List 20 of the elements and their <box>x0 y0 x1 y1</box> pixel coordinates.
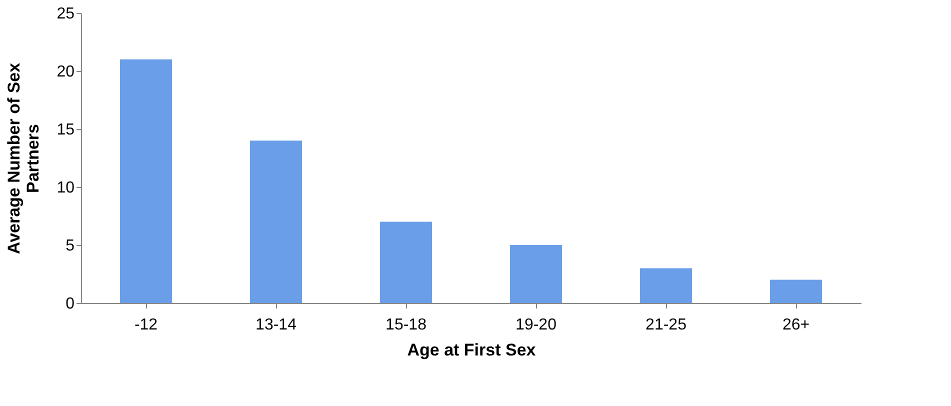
bar <box>640 268 692 303</box>
y-tick-label: 15 <box>56 122 75 138</box>
x-axis-title: Age at First Sex <box>407 340 536 360</box>
y-tick-label: 0 <box>66 296 75 312</box>
x-tick-label: 13-14 <box>256 316 297 334</box>
x-tick-label: -12 <box>134 316 158 334</box>
y-axis-title: Average Number of Sex Partners <box>4 62 43 254</box>
x-tick-label: 19-20 <box>516 316 557 334</box>
y-tick-label: 10 <box>56 180 75 196</box>
y-tick-label: 25 <box>56 6 75 22</box>
bar <box>510 245 562 303</box>
bar <box>380 222 432 303</box>
y-tick-label: 5 <box>66 238 75 254</box>
bar <box>120 59 172 303</box>
y-tick-label: 20 <box>56 64 75 80</box>
x-tick-label: 15-18 <box>386 316 427 334</box>
bar <box>770 280 822 303</box>
bar <box>250 140 302 303</box>
x-tick-label: 21-25 <box>646 316 687 334</box>
x-tick-label: 26+ <box>782 316 810 334</box>
